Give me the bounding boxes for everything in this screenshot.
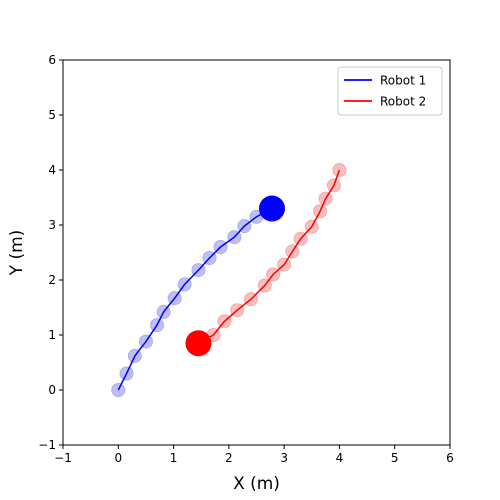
legend-box (337, 66, 443, 116)
series-1-line (117, 207, 273, 391)
x-tick-label: −1 (54, 451, 72, 465)
y-axis-ticks: −1 0 1 2 3 4 5 6 (38, 53, 63, 452)
legend: Robot 1 Robot 2 (337, 66, 443, 116)
x-axis-label: X (m) (233, 474, 280, 494)
legend-label: Robot 2 (380, 95, 426, 109)
series-2-current-position (185, 330, 212, 357)
y-tick-label: 4 (48, 163, 56, 177)
y-tick-label: 6 (48, 53, 56, 67)
x-tick-label: 6 (446, 451, 454, 465)
x-tick-label: 3 (280, 451, 288, 465)
y-tick-label: 5 (48, 108, 56, 122)
y-tick-label: −1 (38, 438, 56, 452)
x-tick-label: 0 (114, 451, 122, 465)
plot-area-frame (62, 59, 451, 446)
y-tick-label: 1 (48, 328, 56, 342)
series-1-current-position (258, 195, 285, 222)
history-markers (111, 163, 347, 397)
series-lines (117, 169, 341, 391)
y-tick-label: 0 (48, 383, 56, 397)
x-tick-label: 5 (391, 451, 399, 465)
x-tick-label: 4 (336, 451, 344, 465)
y-tick-label: 3 (48, 218, 56, 232)
x-tick-label: 1 (170, 451, 178, 465)
y-axis-label: Y (m) (7, 230, 27, 277)
series-2-line (198, 169, 341, 344)
y-tick-label: 2 (48, 273, 56, 287)
x-axis-ticks: −1 0 1 2 3 4 5 6 (54, 445, 454, 465)
legend-label: Robot 1 (380, 74, 426, 88)
current-position-markers (185, 195, 285, 357)
x-tick-label: 2 (225, 451, 233, 465)
